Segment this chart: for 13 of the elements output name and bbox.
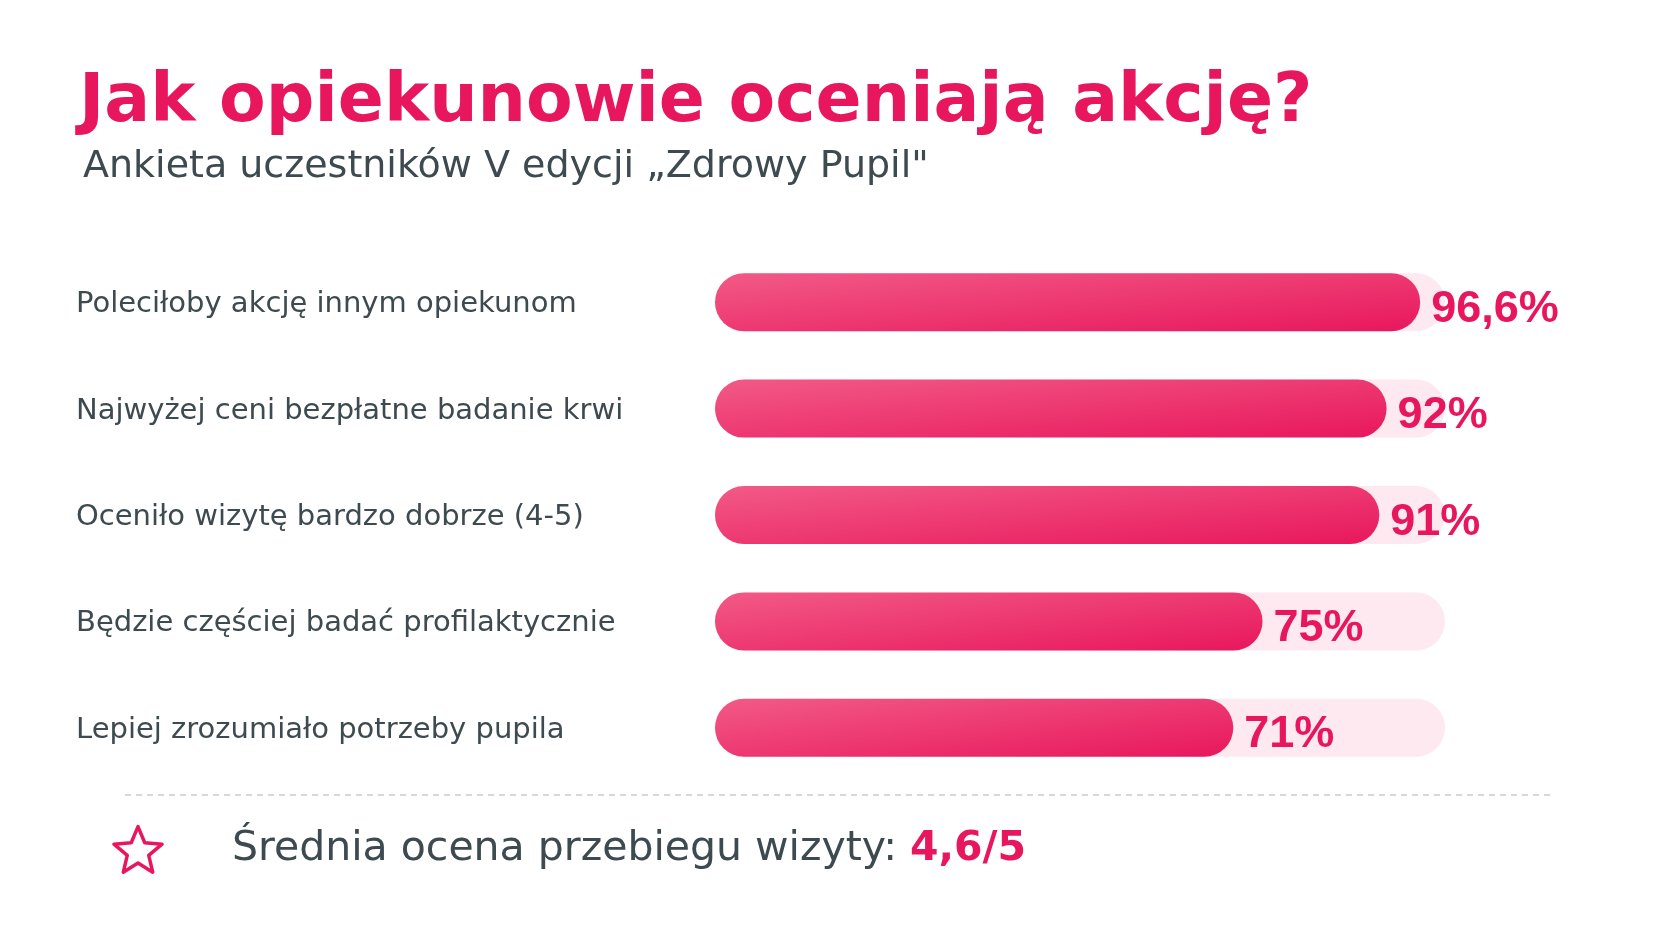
y-tick-label: Najwyżej ceni bezpłatne badanie krwi bbox=[76, 391, 624, 426]
data-label: 91% bbox=[1390, 493, 1481, 545]
text: Średnia ocena przebiegu wizyty: 4,6/5 bbox=[232, 821, 1027, 870]
y-tick-label: Poleciłoby akcję innym opiekunom bbox=[76, 285, 577, 320]
data-label: 96,6% bbox=[1431, 280, 1559, 332]
data-label: 71% bbox=[1244, 706, 1335, 758]
y-tick-label: Lepiej zrozumiało potrzeby pupila bbox=[76, 710, 565, 745]
chart-subtitle: Ankieta uczestników V edycji „Zdrowy Pupil" bbox=[83, 142, 929, 186]
data-label: 75% bbox=[1273, 599, 1364, 651]
y-tick-label: Będzie częściej badać profilaktycznie bbox=[76, 604, 616, 639]
data-label: 92% bbox=[1397, 387, 1488, 439]
chart-title: Jak opiekunowie oceniają akcję? bbox=[75, 57, 1313, 137]
y-tick-label: Oceniło wizytę bardzo dobrze (4-5) bbox=[76, 498, 584, 532]
